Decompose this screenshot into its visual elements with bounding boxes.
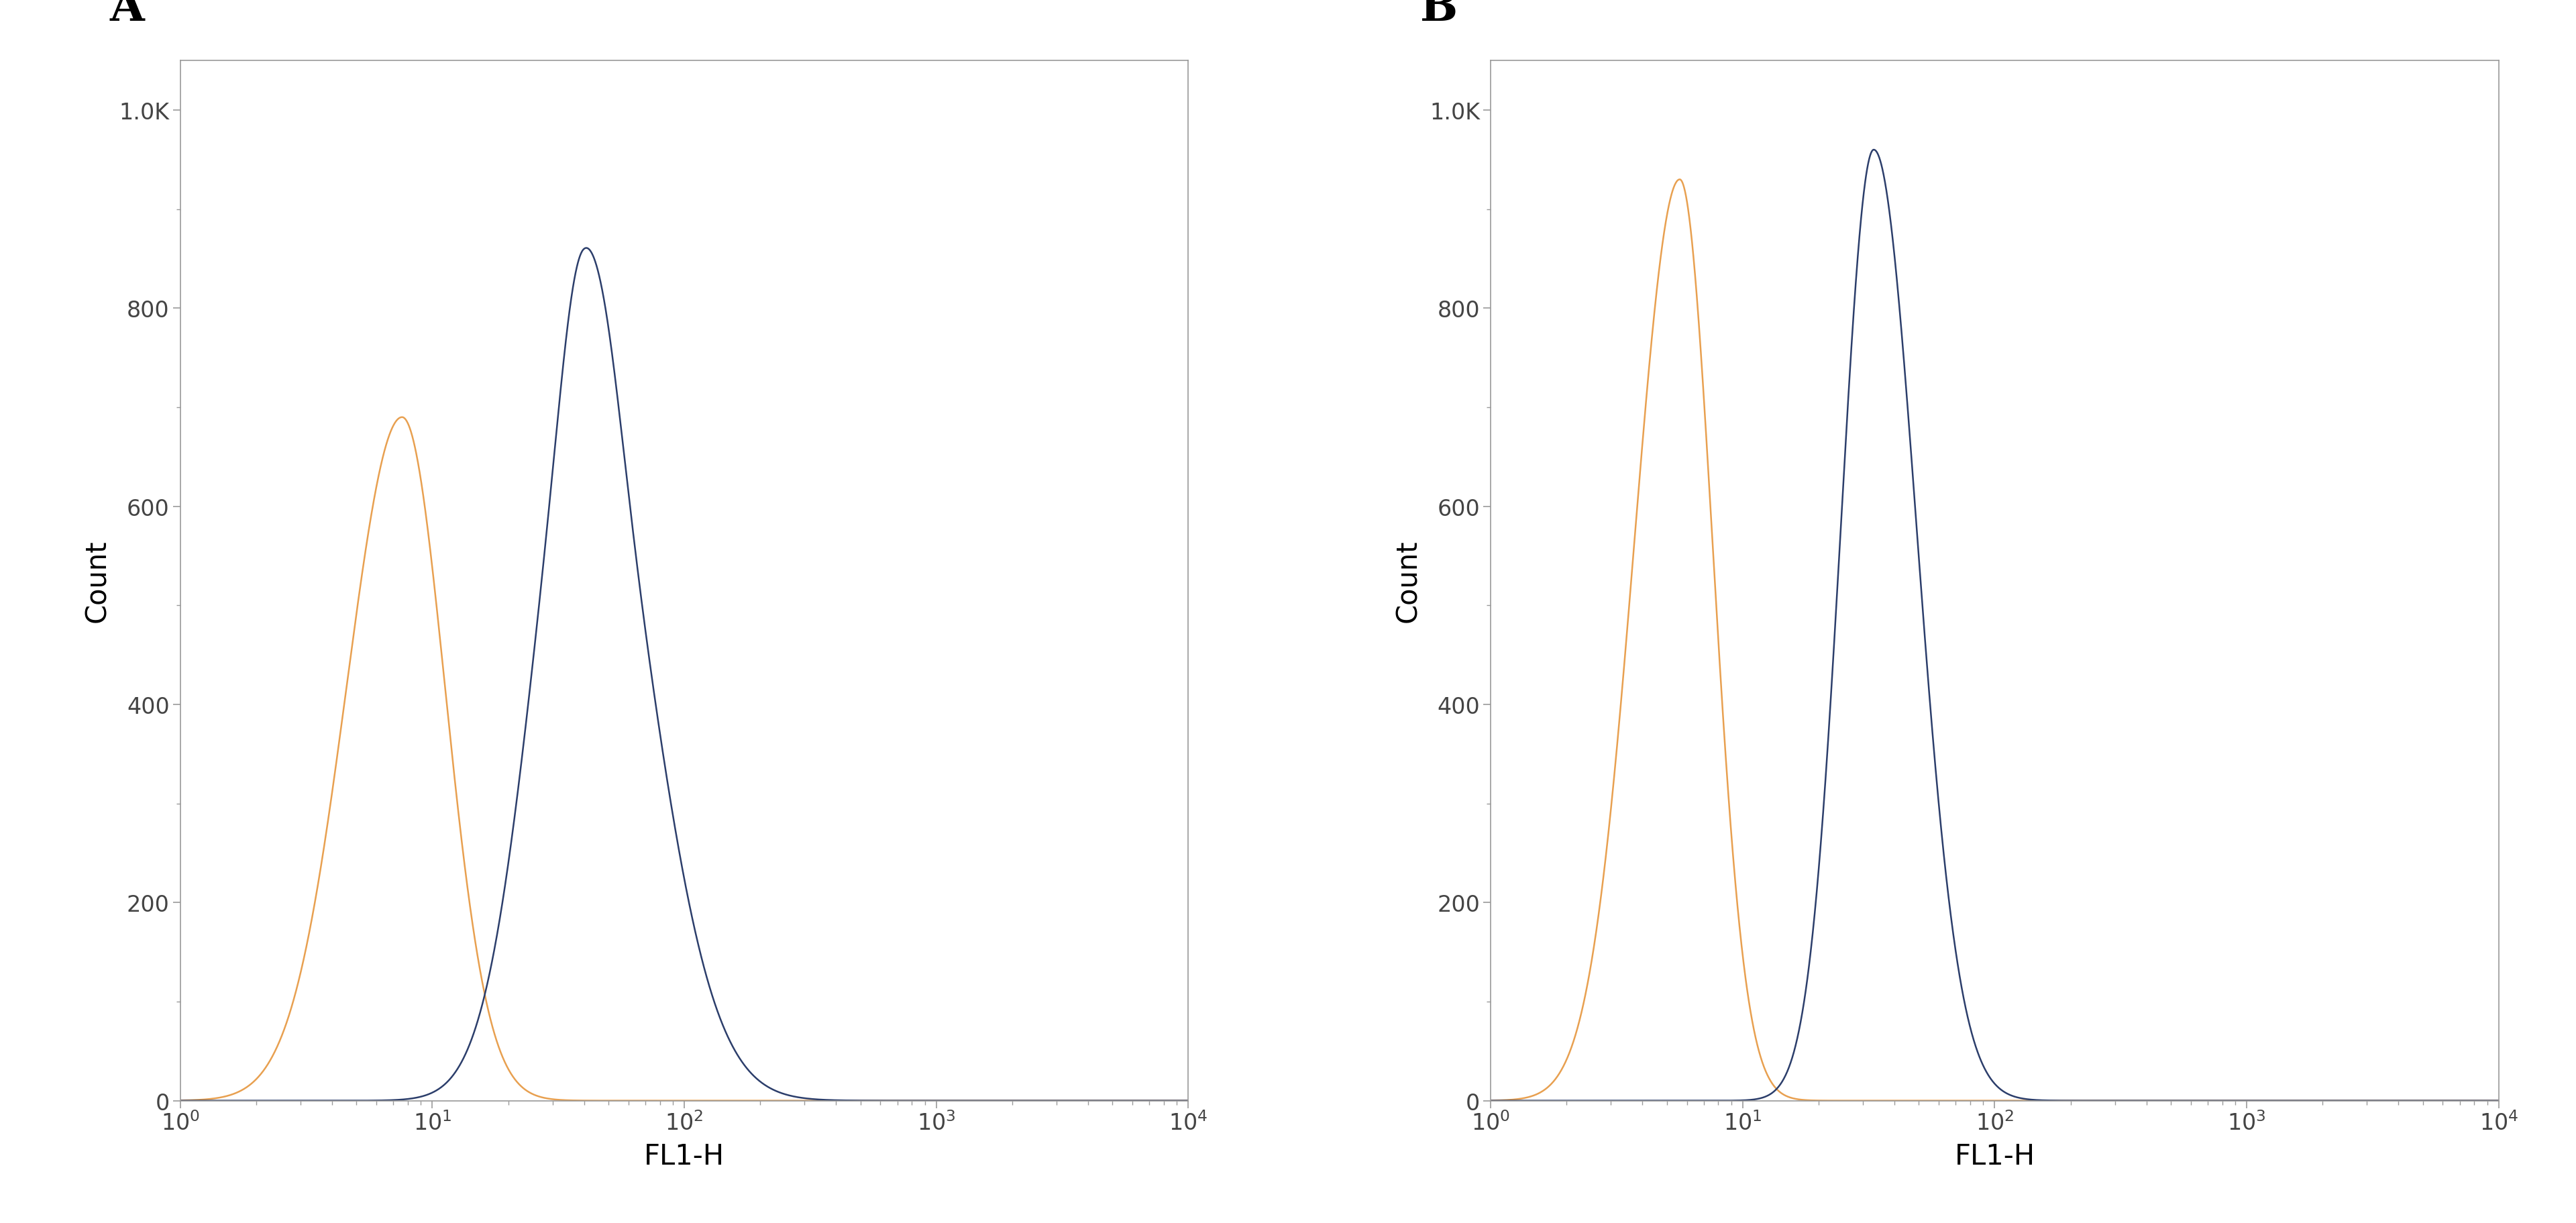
X-axis label: FL1-H: FL1-H xyxy=(644,1142,724,1170)
Y-axis label: Count: Count xyxy=(1394,539,1422,623)
Text: A: A xyxy=(111,0,144,31)
Y-axis label: Count: Count xyxy=(82,539,111,623)
X-axis label: FL1-H: FL1-H xyxy=(1955,1142,2035,1170)
Text: B: B xyxy=(1419,0,1458,31)
